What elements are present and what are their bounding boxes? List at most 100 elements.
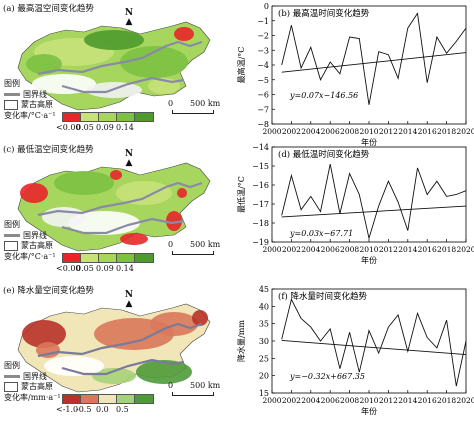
- legend-label: 国界线: [23, 231, 47, 240]
- scale-label: 0: [168, 99, 174, 108]
- y-tick-label: −18: [252, 219, 269, 228]
- north-arrow-icon: N ▲: [124, 290, 134, 309]
- y-tick-label: 45: [259, 285, 269, 294]
- colorbar-tick-label: <-1.0: [56, 405, 79, 414]
- x-tick-label: 2014: [398, 127, 417, 136]
- map-panel-0: (a) 最高温空间变化趋势 N ▲ 图例 国界线 蒙古高原 变化率/°C·a⁻¹ <0.00 0…: [0, 0, 232, 138]
- colorbar-swatch: [80, 394, 100, 404]
- x-tick-label: 2020: [456, 127, 474, 136]
- x-tick-label: 2010: [359, 127, 378, 136]
- y-tick-label: −5: [257, 76, 269, 85]
- plateau-swatch: [4, 99, 18, 110]
- colorbar-swatch: [62, 112, 82, 122]
- map-panel-1: (c) 最低温空间变化趋势 N ▲ 图例 国界线 蒙古高原 变化率/°C·a⁻¹ <0.00 0…: [0, 141, 232, 279]
- y-axis-label: 最高温/°C: [236, 47, 246, 84]
- y-tick-label: −15: [252, 162, 269, 171]
- x-tick-label: 2004: [301, 245, 320, 254]
- trend-equation: y=−0.32x+667.35: [289, 372, 365, 381]
- x-tick-label: 2002: [282, 396, 301, 405]
- map-image: [17, 303, 211, 393]
- scale-bar: [172, 110, 214, 114]
- plateau-swatch: [4, 240, 18, 251]
- colorbar-tick-label: 0.5: [116, 405, 129, 414]
- y-tick-label: 30: [259, 337, 269, 346]
- scale-label: 500 km: [190, 381, 221, 390]
- legend-title: 图例: [4, 361, 20, 370]
- y-tick-label: −8: [257, 120, 269, 129]
- x-tick-label: 2016: [418, 396, 437, 405]
- colorbar-swatch: [134, 112, 154, 122]
- x-axis-label: 年份: [361, 255, 377, 265]
- map-image: [17, 21, 211, 111]
- y-tick-label: −16: [252, 181, 269, 190]
- chart-title: (d) 最低温时间变化趋势: [278, 149, 370, 160]
- border-line-swatch: [4, 93, 20, 96]
- legend-plateau-area: 蒙古高原: [4, 99, 53, 110]
- y-axis-label: 降水量/mm: [236, 320, 246, 362]
- series-line: [281, 12, 467, 105]
- colorbar-tick-label: 0.05: [76, 264, 94, 273]
- x-tick-label: 2018: [437, 245, 456, 254]
- x-tick-label: 2014: [398, 396, 417, 405]
- plot-frame: [271, 5, 467, 125]
- map-title: (c) 最低温空间变化趋势: [3, 145, 94, 155]
- colorbar-swatch: [80, 253, 100, 263]
- plot-frame: [271, 288, 467, 394]
- legend-title: 图例: [4, 79, 20, 88]
- scale-bar: [172, 251, 214, 255]
- colorbar-swatch: [98, 112, 118, 122]
- legend-plateau-area: 蒙古高原: [4, 381, 53, 392]
- x-tick-label: 2006: [321, 127, 340, 136]
- map-title: (a) 最高温空间变化趋势: [3, 4, 94, 14]
- y-tick-label: 20: [259, 372, 269, 381]
- y-tick-label: −3: [257, 46, 269, 55]
- x-tick-label: 2006: [321, 396, 340, 405]
- legend-title: 图例: [4, 220, 20, 229]
- colorbar-label: 变化率/°C·a⁻¹: [4, 111, 56, 120]
- colorbar-swatch: [62, 394, 82, 404]
- scale-label: 500 km: [190, 99, 221, 108]
- x-tick-label: 2004: [301, 127, 320, 136]
- x-axis-label: 年份: [361, 137, 377, 147]
- colorbar-tick-label: <0.00: [56, 264, 81, 273]
- x-tick-label: 2020: [456, 396, 474, 405]
- legend-label: 国界线: [23, 90, 47, 99]
- trend-line: [281, 52, 467, 73]
- x-tick-label: 2008: [340, 245, 359, 254]
- x-tick-label: 2004: [301, 396, 320, 405]
- x-tick-label: 2006: [321, 245, 340, 254]
- x-tick-label: 2000: [262, 396, 281, 405]
- x-tick-label: 2010: [359, 245, 378, 254]
- x-tick-label: 2000: [262, 127, 281, 136]
- plateau-swatch: [4, 381, 18, 392]
- colorbar-swatch: [98, 394, 118, 404]
- chart-title: (b) 最高温时间变化趋势: [278, 8, 370, 19]
- legend-plateau-area: 蒙古高原: [4, 240, 53, 251]
- x-tick-label: 2002: [282, 245, 301, 254]
- y-tick-label: 15: [259, 389, 269, 398]
- series-line: [281, 298, 467, 387]
- colorbar-swatch: [62, 253, 82, 263]
- y-tick-label: −14: [252, 143, 269, 152]
- colorbar-tick-label: -0.5: [76, 405, 92, 414]
- x-axis-label: 年份: [361, 406, 377, 416]
- series-line: [281, 164, 467, 240]
- trend-line: [281, 205, 467, 218]
- legend-border-line: 国界线: [4, 371, 47, 382]
- y-tick-label: −17: [252, 200, 269, 209]
- scale-label: 0: [168, 381, 174, 390]
- y-tick-label: −4: [257, 61, 269, 70]
- y-tick-label: 40: [259, 302, 269, 311]
- x-tick-label: 2014: [398, 245, 417, 254]
- colorbar-label: 变化率/mm·a⁻¹: [4, 393, 61, 402]
- colorbar-tick-label: 0.09: [96, 123, 114, 132]
- x-tick-label: 2002: [282, 127, 301, 136]
- colorbar-swatch: [134, 394, 154, 404]
- chart-title: (f) 降水量时间变化趋势: [278, 291, 367, 302]
- x-tick-label: 2018: [437, 396, 456, 405]
- y-tick-label: −6: [257, 91, 269, 100]
- colorbar-swatch: [116, 394, 136, 404]
- legend-label: 国界线: [23, 372, 47, 381]
- colorbar-swatch: [116, 112, 136, 122]
- x-tick-label: 2018: [437, 127, 456, 136]
